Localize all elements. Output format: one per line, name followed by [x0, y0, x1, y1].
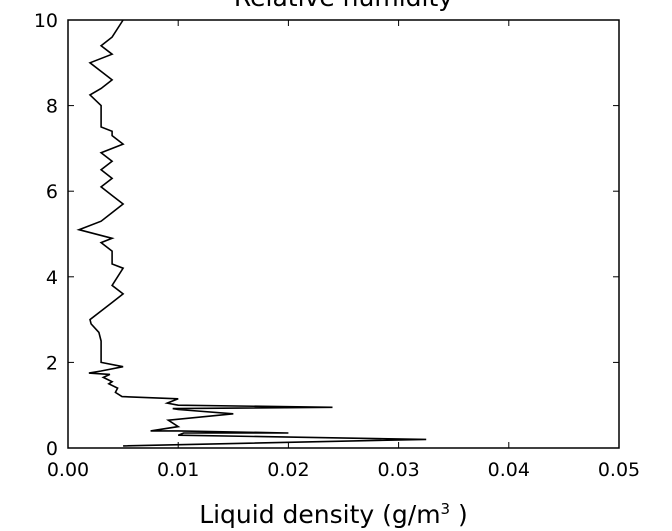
y-tick-label-2: 4	[46, 267, 58, 289]
chart-title: Relative humidity	[234, 0, 453, 12]
y-tick-label-1: 2	[46, 352, 58, 374]
x-tick-label-4: 0.04	[488, 459, 530, 481]
x-axis-label-main: Liquid density (g/m	[199, 500, 440, 529]
x-tick-label-2: 0.02	[267, 459, 309, 481]
y-tick-label-5: 10	[34, 10, 58, 32]
x-tick-label-5: 0.05	[598, 459, 640, 481]
x-tick-label-1: 0.01	[157, 459, 199, 481]
x-axis-label-superscript: 3	[441, 500, 451, 518]
x-axis-ticks: 0.00 0.01 0.02 0.03 0.04 0.05	[47, 20, 640, 481]
y-tick-label-0: 0	[46, 438, 58, 460]
x-tick-label-3: 0.03	[377, 459, 419, 481]
series-line-0	[76, 19, 427, 447]
x-axis-label: Liquid density (g/m3 )	[199, 500, 468, 529]
y-tick-label-4: 8	[46, 96, 58, 118]
x-axis-label-end: )	[450, 500, 468, 529]
plot-frame	[67, 19, 620, 449]
y-axis-ticks: 0 2 4 6 8 10	[34, 10, 619, 460]
plot-series	[76, 19, 427, 447]
y-tick-label-3: 6	[46, 181, 58, 203]
x-tick-label-0: 0.00	[47, 459, 89, 481]
